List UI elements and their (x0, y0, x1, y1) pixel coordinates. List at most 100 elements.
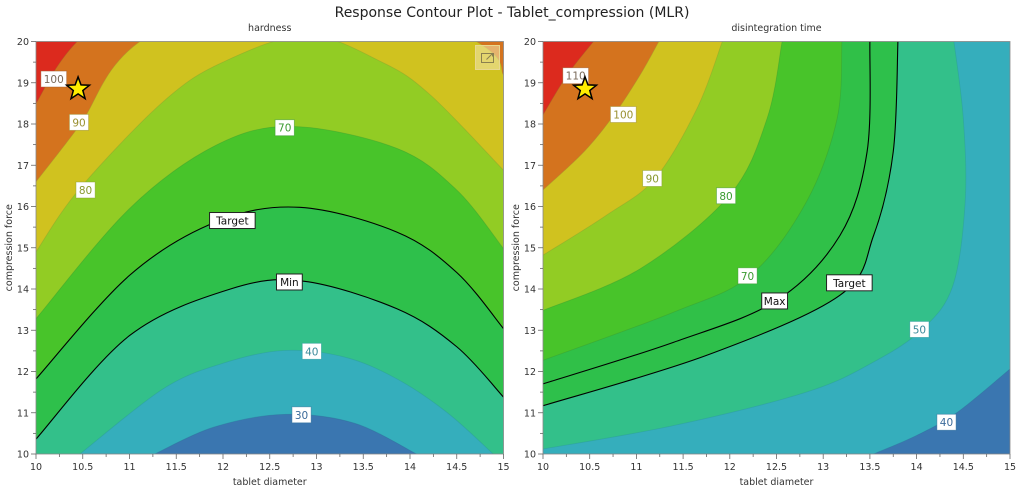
contour-label-50: 50 (909, 321, 930, 338)
disintegration-time-contour-plot: disintegration time 40 50 Target Max 70 80 90 10… (511, 23, 1016, 488)
x-tick-label: 12.5 (259, 462, 280, 473)
svg-text:100: 100 (44, 74, 64, 86)
contour-label-40: 40 (936, 413, 957, 431)
contour-label-80: 80 (716, 187, 737, 205)
y-axis-label: compression force (4, 204, 15, 291)
x-tick-label: 11.5 (166, 462, 187, 473)
contour-label-70: 70 (737, 267, 758, 285)
svg-text:40: 40 (305, 346, 318, 358)
x-tick-label: 14 (404, 462, 416, 473)
contour-area (36, 41, 504, 454)
x-tick-label: 15 (1004, 462, 1016, 473)
contour-label-80: 80 (75, 181, 96, 199)
y-tick-label: 19 (17, 78, 29, 89)
y-tick-label: 18 (524, 120, 536, 131)
contour-label-100: 100 (610, 106, 637, 123)
contour-line-30 (154, 413, 417, 454)
y-tick-label: 17 (17, 161, 29, 172)
x-tick-label: 14.5 (446, 462, 467, 473)
y-tick-label: 15 (524, 243, 536, 254)
x-tick-label: 14 (911, 462, 923, 473)
x-tick-label: 10.5 (579, 462, 600, 473)
x-tick-label: 10 (30, 462, 42, 473)
contour-line-80 (36, 41, 504, 253)
y-tick-label: 14 (524, 285, 536, 296)
x-tick-label: 13.5 (353, 462, 374, 473)
contour-label-max: Max (761, 292, 789, 310)
contour-area (543, 41, 1010, 454)
x-tick-label: 12 (217, 462, 229, 473)
y-tick-label: 20 (524, 37, 536, 48)
svg-text:70: 70 (741, 271, 754, 283)
contour-label-min: Min (275, 273, 303, 291)
x-tick-label: 12 (724, 462, 736, 473)
plot-title: disintegration time (731, 23, 821, 34)
contour-label-90: 90 (69, 113, 90, 131)
contour-label-110: 110 (562, 67, 589, 85)
x-tick-label: 11 (630, 462, 642, 473)
x-axis-label: tablet diameter (740, 477, 814, 488)
y-tick-label: 11 (524, 408, 536, 419)
contour-label-target: Target (209, 212, 256, 230)
svg-text:90: 90 (72, 117, 85, 129)
contour-line-70 (543, 41, 843, 361)
x-tick-label: 13 (817, 462, 829, 473)
y-tick-label: 13 (17, 326, 29, 337)
y-tick-label: 16 (524, 202, 536, 213)
x-tick-label: 10.5 (72, 462, 93, 473)
svg-text:100: 100 (613, 110, 633, 122)
x-tick-label: 10 (537, 462, 549, 473)
svg-text:Target: Target (832, 278, 865, 290)
x-tick-label: 13 (310, 462, 322, 473)
x-tick-label: 11 (123, 462, 135, 473)
svg-text:30: 30 (295, 410, 308, 422)
y-tick-label: 20 (17, 37, 29, 48)
contour-label-40: 40 (301, 342, 322, 360)
x-tick-label: 13.5 (859, 462, 880, 473)
x-tick-label: 12.5 (766, 462, 787, 473)
optimum-star-icon[interactable] (571, 74, 599, 101)
contour-line-100 (36, 41, 78, 104)
svg-text:40: 40 (940, 417, 953, 429)
y-tick-label: 15 (17, 243, 29, 254)
y-tick-label: 16 (17, 202, 29, 213)
contour-line-max (543, 41, 871, 385)
y-tick-label: 11 (17, 408, 29, 419)
contour-label-90: 90 (642, 170, 663, 187)
svg-text:70: 70 (278, 123, 291, 135)
x-tick-label: 11.5 (673, 462, 694, 473)
plot-title: hardness (248, 23, 291, 34)
y-tick-label: 19 (524, 78, 536, 89)
svg-text:Min: Min (280, 277, 299, 289)
y-tick-label: 18 (17, 120, 29, 131)
svg-text:50: 50 (913, 324, 926, 336)
optimum-star-icon[interactable] (64, 74, 92, 101)
svg-text:90: 90 (646, 173, 659, 185)
x-axis-label: tablet diameter (233, 477, 307, 488)
y-tick-label: 12 (17, 367, 29, 378)
svg-text:110: 110 (566, 71, 586, 83)
contour-label-100: 100 (40, 70, 68, 88)
y-tick-label: 12 (524, 367, 536, 378)
y-tick-label: 14 (17, 285, 29, 296)
contour-band-90 (36, 41, 504, 182)
contour-line-40 (79, 349, 494, 454)
figure-title: Response Contour Plot - Tablet_compressi… (335, 5, 690, 21)
contour-band-100 (543, 41, 1010, 190)
x-tick-label: 14.5 (953, 462, 974, 473)
contour-label-70: 70 (274, 119, 295, 137)
hardness-contour-plot: hardness 30 40 Min Target 70 80 90 100 10 10.5 11 11… (4, 23, 510, 488)
svg-text:80: 80 (79, 185, 92, 197)
y-tick-label: 13 (524, 326, 536, 337)
y-tick-label: 10 (524, 450, 536, 461)
svg-text:80: 80 (719, 191, 732, 203)
y-tick-label: 10 (17, 450, 29, 461)
y-tick-label: 17 (524, 161, 536, 172)
export-image-icon[interactable] (475, 45, 500, 70)
contour-band-100 (36, 41, 78, 104)
svg-text:Target: Target (215, 216, 248, 228)
contour-band-90 (543, 41, 1010, 256)
contour-label-30: 30 (291, 406, 312, 424)
contour-band-80 (36, 41, 504, 252)
